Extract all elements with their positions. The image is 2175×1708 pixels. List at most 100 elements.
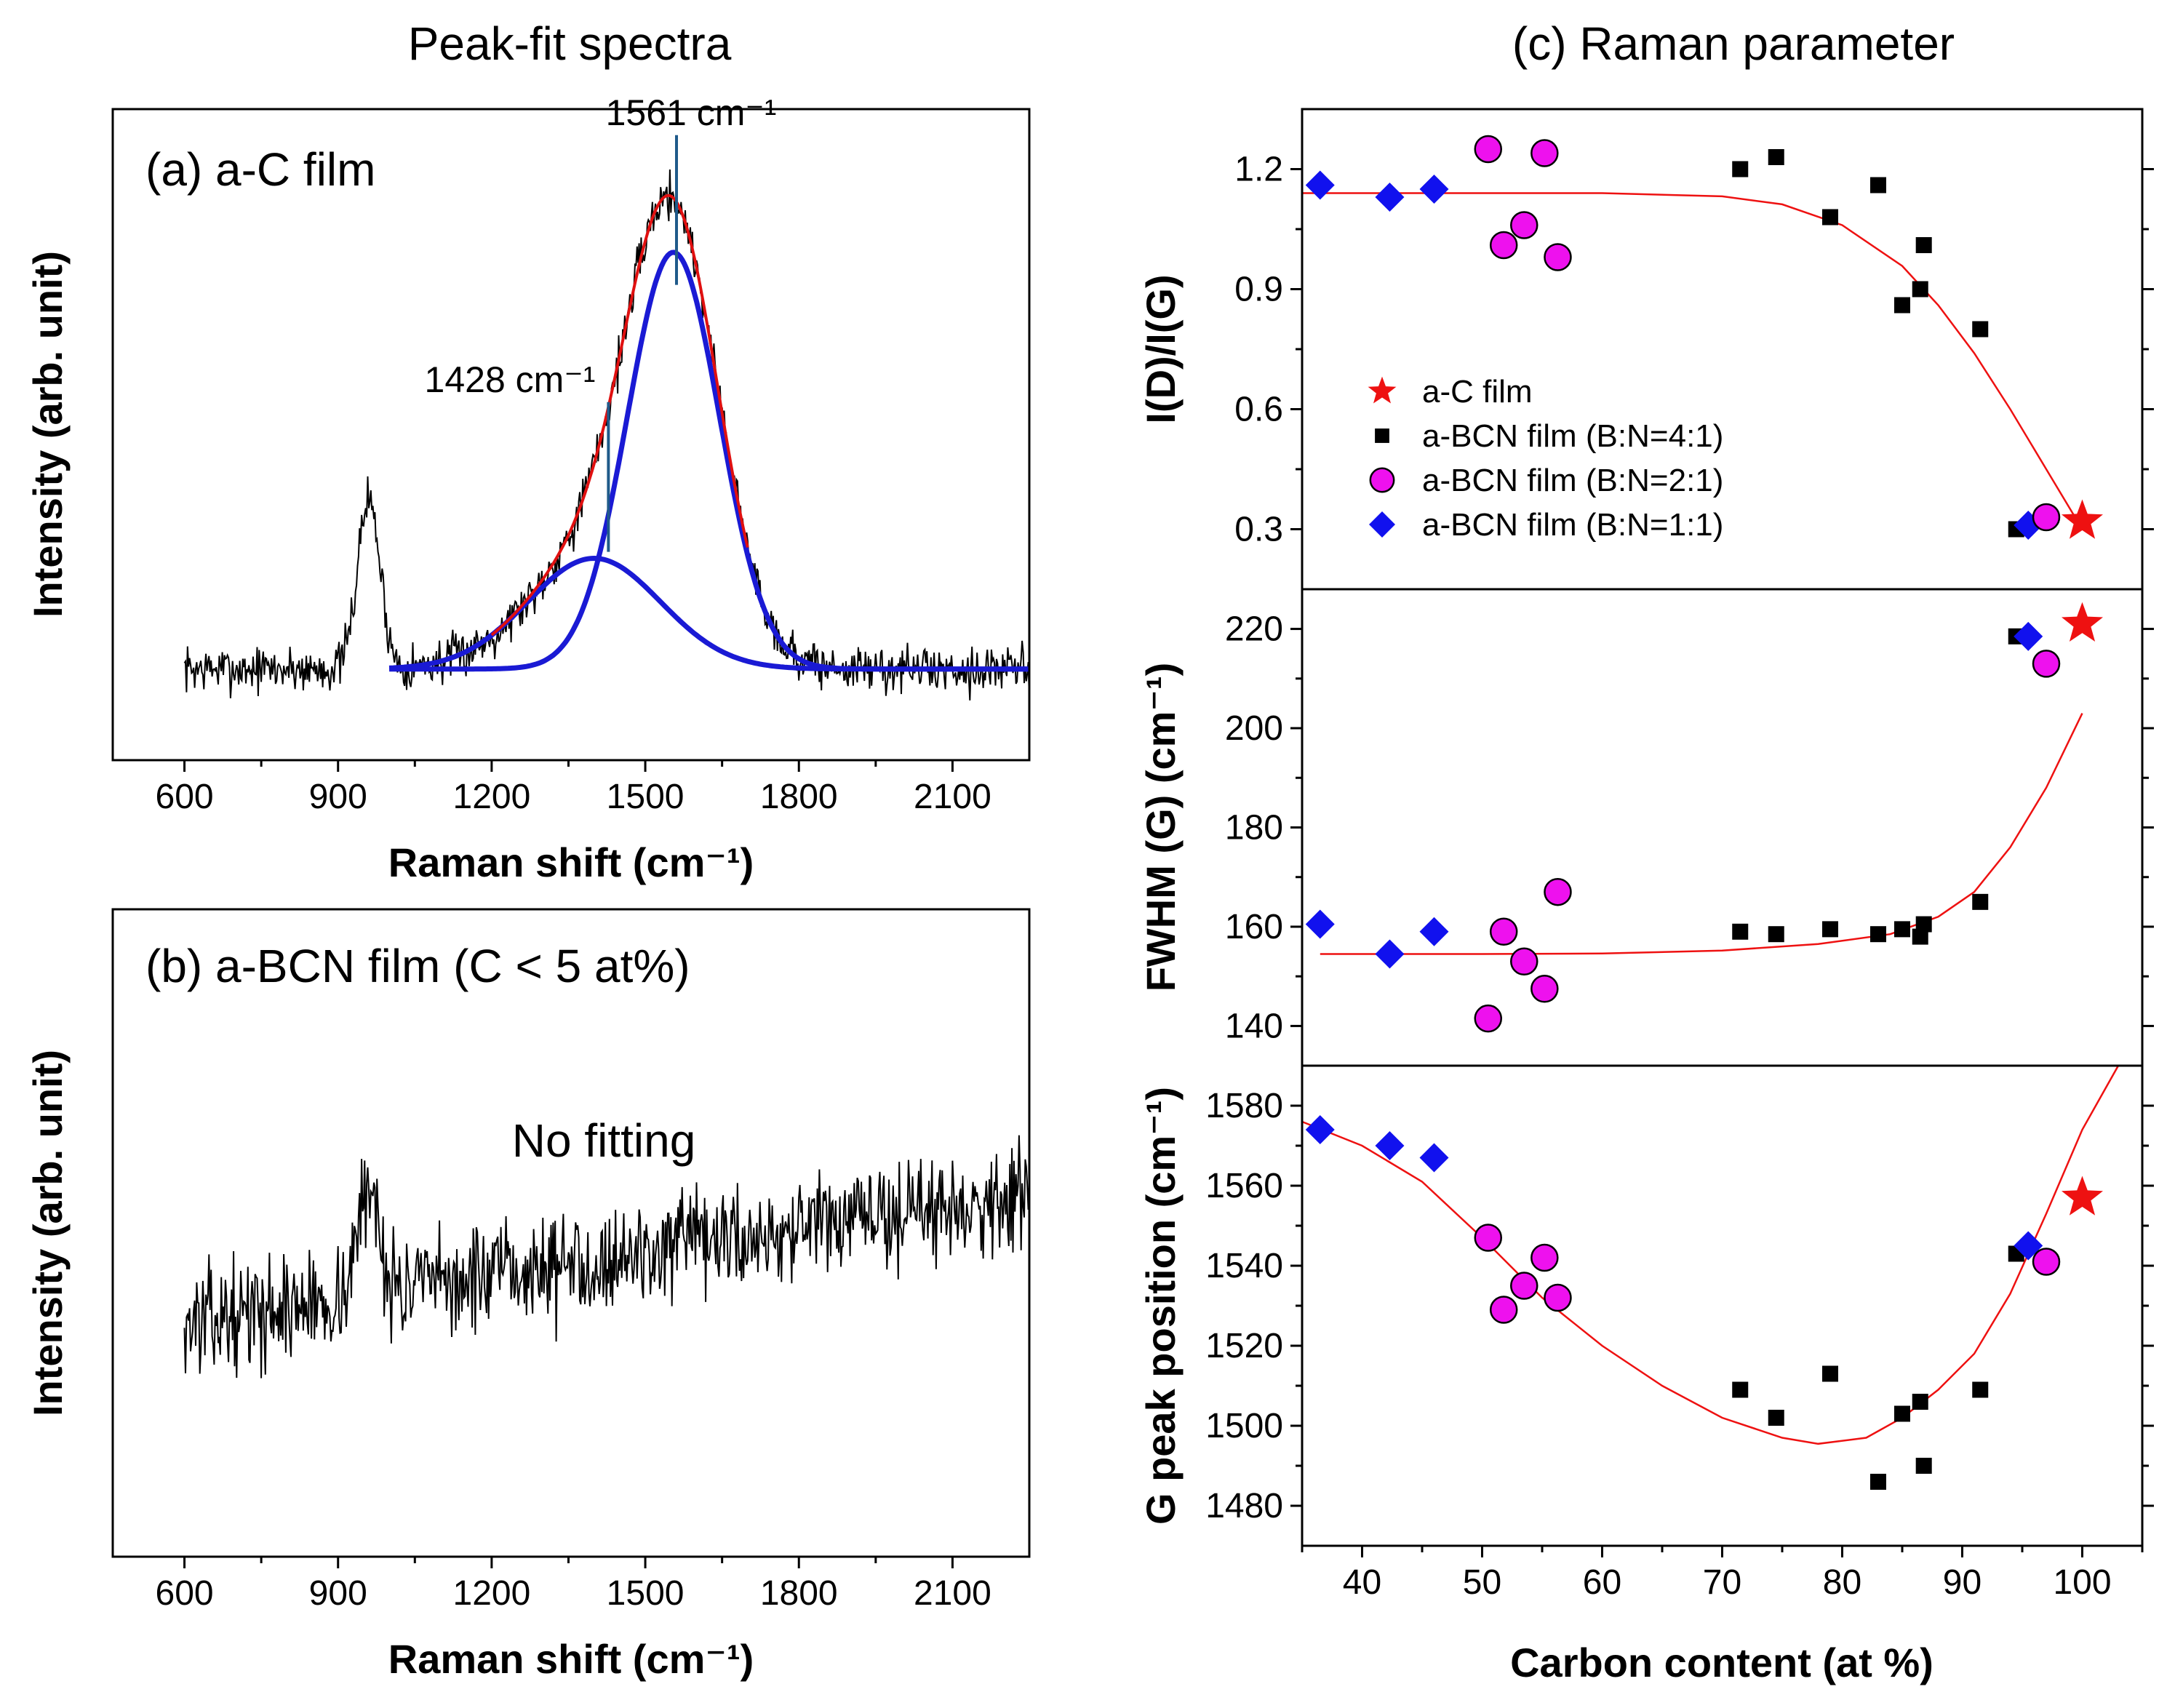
- panel-a-x-ticks: 600 900 1200 1500 1800 2100: [156, 760, 991, 816]
- panel-b-plot-layer: [183, 1135, 1030, 1378]
- panel-c2-diamond-point-1: [1305, 909, 1335, 939]
- panel-c1-square-point-4: [1870, 177, 1886, 193]
- legend-marker-ac: [1368, 376, 1397, 404]
- panel-c2-trend-line: [1320, 713, 2083, 955]
- panel-b-x-tick-label: 1800: [760, 1574, 838, 1613]
- legend: a-C film a-BCN film (B:N=4:1) a-BCN film…: [1368, 374, 1723, 543]
- legend-label-ac: a-C film: [1422, 374, 1533, 410]
- panel-a-x-tick-label: 2100: [914, 778, 991, 816]
- panel-c2-square-point-7: [1915, 916, 1932, 933]
- legend-star-symbol: [1368, 376, 1397, 404]
- panel-b-spectrum-line: [183, 1135, 1030, 1378]
- panel-c1-diamond-point-2: [1375, 183, 1405, 212]
- panel-c2-circle-point-4: [1531, 974, 1559, 1003]
- panel-c2-circle-point-6: [2032, 650, 2061, 678]
- panel-b-x-tick-label: 900: [309, 1574, 367, 1613]
- panel-c3-circle-point-1: [1474, 1224, 1502, 1252]
- panel-c3-square-point-1: [1732, 1381, 1749, 1398]
- panel-c2-plot-layer: [1305, 602, 2103, 1033]
- panel-c2-star-point-1: [2062, 602, 2103, 642]
- panel-c3-y-tick-label: 1500: [1205, 1407, 1283, 1445]
- panel-c-x-tick-label: 100: [2053, 1563, 2111, 1602]
- panel-c-x-tick-label: 50: [1463, 1563, 1501, 1602]
- panel-c1-plot-layer: [1302, 135, 2103, 540]
- panel-b-x-ticks: 600 900 1200 1500 1800 2100: [156, 1557, 991, 1613]
- panel-c3-circle-point-4: [1531, 1243, 1559, 1272]
- panel-c-x-tick-label: 90: [1943, 1563, 1982, 1602]
- panel-a-fit-component-2: [389, 250, 1029, 672]
- panel-c1-y-tick-label: 0.3: [1234, 511, 1283, 549]
- panel-a-x-tick-label: 1500: [607, 778, 685, 816]
- panel-c-x-axis-title: Carbon content (at %): [1510, 1640, 1933, 1685]
- panel-c2-circle-point-3: [1510, 947, 1539, 975]
- panel-c3-trend-line: [1301, 1065, 2120, 1445]
- panel-b-x-tick-label: 1200: [453, 1574, 531, 1613]
- panel-c1-circle-point-3: [1510, 211, 1539, 239]
- panel-c3-square-point-5: [1894, 1405, 1910, 1422]
- panel-c3-diamond-point-1: [1305, 1115, 1335, 1144]
- panel-c1-circle-point-1: [1474, 135, 1502, 164]
- panel-c3-square-point-4: [1870, 1474, 1886, 1490]
- panel-b-x-tick-label: 600: [156, 1574, 214, 1613]
- panel-a-fit-sum: [490, 193, 749, 636]
- panel-c1-circle-point-4: [1531, 139, 1559, 167]
- panel-c3-y-tick-label: 1520: [1205, 1327, 1283, 1365]
- panel-c2-square-point-8: [1972, 893, 1989, 910]
- panel-a-spectrum-line: [183, 169, 1030, 701]
- left-heading: Peak-fit spectra: [408, 17, 732, 70]
- legend-circle-symbol: [1369, 467, 1395, 493]
- panel-a-y-axis-title: Intensity (arb. unit): [25, 251, 71, 618]
- legend-marker-bcn-1to1: [1369, 511, 1395, 538]
- panel-a-fit-component-1: [388, 555, 1029, 672]
- panel-c3-square-point-8: [1972, 1381, 1989, 1398]
- panel-c1-circle-point-6: [2032, 503, 2061, 532]
- panel-c1-square-point-3: [1822, 209, 1838, 226]
- panel-c2-diamond-point-3: [1419, 917, 1449, 946]
- panel-c2-square-point-6: [1912, 928, 1928, 945]
- panel-c2-y-tick-label: 220: [1225, 610, 1283, 649]
- panel-b-x-tick-label: 2100: [914, 1574, 991, 1613]
- panel-a-peak-label-1: 1428 cm⁻¹: [425, 359, 596, 400]
- legend-label-bcn-1to1: a-BCN film (B:N=1:1): [1422, 507, 1723, 543]
- panel-c3-y-axis-title: G peak position (cm⁻¹): [1138, 1087, 1184, 1525]
- panel-c2-circle-point-5: [1544, 877, 1572, 906]
- panel-a-label: (a) a-C film: [145, 143, 375, 196]
- panel-c2-square-point-4: [1870, 926, 1886, 943]
- panel-c1-star-point-1: [2062, 499, 2103, 539]
- legend-marker-bcn-4to1: [1375, 428, 1389, 443]
- panel-c2-y-tick-label: 200: [1225, 709, 1283, 748]
- panel-c3-y-tick-label: 1480: [1205, 1487, 1283, 1525]
- panel-c2-y-tick-label: 140: [1225, 1007, 1283, 1045]
- panel-a-x-tick-label: 900: [309, 778, 367, 816]
- panel-c1-square-point-2: [1768, 149, 1784, 165]
- panel-c3-y-tick-label: 1560: [1205, 1167, 1283, 1205]
- legend-label-bcn-2to1: a-BCN film (B:N=2:1): [1422, 463, 1723, 498]
- panel-b-annotation: No fitting: [512, 1114, 696, 1167]
- panel-a-chart: 1428 cm⁻¹ 1561 cm⁻¹ 600 900 1200 1500 1800 210…: [25, 92, 1031, 885]
- panel-c3-frame: [1301, 1064, 2144, 1547]
- panel-c2-frame: [1301, 588, 2144, 1067]
- panel-c-x-tick-label: 70: [1703, 1563, 1741, 1602]
- panel-c1-y-axis-title: I(D)/I(G): [1138, 274, 1184, 423]
- panel-c3-square-point-7: [1915, 1458, 1932, 1474]
- panel-c-x-tick-label: 40: [1343, 1563, 1381, 1602]
- panel-c3-diamond-point-3: [1419, 1143, 1449, 1173]
- panel-c-x-tick-label: 80: [1823, 1563, 1861, 1602]
- panel-b-chart: 600 900 1200 1500 1800 2100 (b) a-BCN film (C…: [25, 908, 1031, 1682]
- panel-c1-circle-point-5: [1544, 243, 1572, 271]
- panel-a-x-tick-label: 600: [156, 778, 214, 816]
- panel-c3-square-point-6: [1912, 1394, 1928, 1410]
- panel-b-x-tick-label: 1500: [607, 1574, 685, 1613]
- panel-c2-y-axis-title: FWHM (G) (cm⁻¹): [1138, 663, 1184, 992]
- panel-c2-square-point-3: [1822, 921, 1838, 938]
- panel-c1-square-point-7: [1915, 237, 1932, 253]
- legend-label-bcn-4to1: a-BCN film (B:N=4:1): [1422, 418, 1723, 454]
- panel-b-frame: [111, 908, 1031, 1558]
- panel-c-ticks: 0.3 0.6 0.9 1.2 140 160 180 200 220 1480 1500 1520 1…: [1205, 151, 2154, 1602]
- panel-c1-square-point-5: [1894, 297, 1910, 314]
- panel-c1-square-point-8: [1972, 321, 1989, 338]
- panel-c1-square-point-1: [1732, 161, 1749, 177]
- panel-c1-diamond-point-3: [1419, 175, 1449, 204]
- panel-c1-y-tick-label: 0.9: [1234, 271, 1283, 309]
